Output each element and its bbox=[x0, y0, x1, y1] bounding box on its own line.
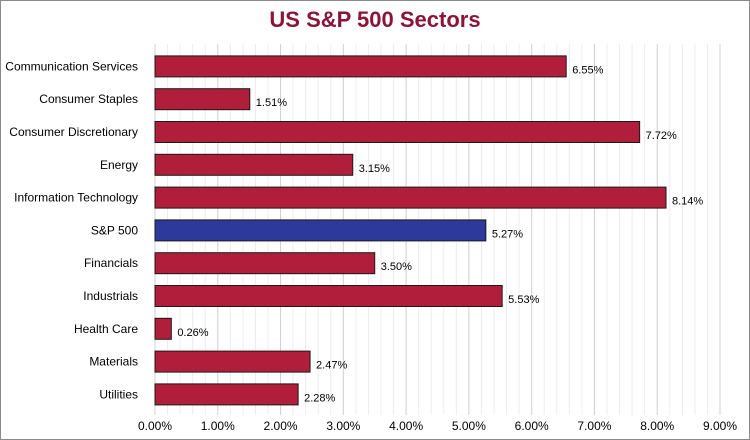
x-tick-label: 0.00% bbox=[138, 419, 172, 433]
data-label: 0.26% bbox=[177, 327, 208, 339]
category-label: Industrials bbox=[83, 289, 138, 303]
bar bbox=[154, 153, 354, 176]
category-label: Health Care bbox=[74, 322, 138, 336]
bar bbox=[154, 350, 311, 373]
category-label: Financials bbox=[84, 256, 138, 270]
category-label: S&P 500 bbox=[91, 223, 138, 237]
category-label: Information Technology bbox=[14, 191, 138, 205]
data-label: 8.14% bbox=[672, 196, 703, 208]
bar bbox=[154, 383, 299, 406]
x-tick-label: 5.00% bbox=[452, 419, 486, 433]
category-label: Consumer Discretionary bbox=[9, 125, 138, 139]
data-label: 3.50% bbox=[381, 261, 412, 273]
bar bbox=[154, 252, 376, 275]
x-tick-label: 4.00% bbox=[389, 419, 423, 433]
data-label: 1.51% bbox=[256, 97, 287, 109]
x-tick-label: 3.00% bbox=[326, 419, 360, 433]
data-label: 3.15% bbox=[359, 163, 390, 175]
x-tick-label: 8.00% bbox=[640, 419, 674, 433]
category-label: Communication Services bbox=[5, 59, 138, 73]
bar bbox=[154, 219, 487, 242]
category-label: Materials bbox=[89, 355, 138, 369]
data-label: 6.55% bbox=[572, 64, 603, 76]
labels: 0.00% 1.00% 2.00% 3.00% 4.00% 5.00% 6.00% 7.00%… bbox=[5, 59, 737, 433]
bar bbox=[154, 317, 172, 340]
x-tick-label: 1.00% bbox=[201, 419, 235, 433]
bar bbox=[154, 55, 567, 78]
x-tick-label: 7.00% bbox=[577, 419, 611, 433]
bars bbox=[154, 55, 667, 406]
x-tick-label: 6.00% bbox=[515, 419, 549, 433]
bar bbox=[154, 285, 503, 307]
x-tick-label: 2.00% bbox=[264, 419, 298, 433]
chart-title: US S&P 500 Sectors bbox=[269, 7, 481, 32]
data-label: 7.72% bbox=[646, 130, 677, 142]
category-label: Energy bbox=[100, 158, 138, 172]
category-label: Consumer Staples bbox=[39, 92, 138, 106]
data-label: 5.27% bbox=[492, 228, 523, 240]
data-label: 2.47% bbox=[316, 360, 347, 372]
category-label: Utilities bbox=[99, 387, 138, 401]
data-label: 5.53% bbox=[508, 294, 539, 306]
bar bbox=[154, 121, 641, 143]
data-label: 2.28% bbox=[304, 392, 335, 404]
x-tick-label: 9.00% bbox=[703, 419, 737, 433]
bar bbox=[154, 186, 667, 209]
bar bbox=[154, 88, 251, 111]
